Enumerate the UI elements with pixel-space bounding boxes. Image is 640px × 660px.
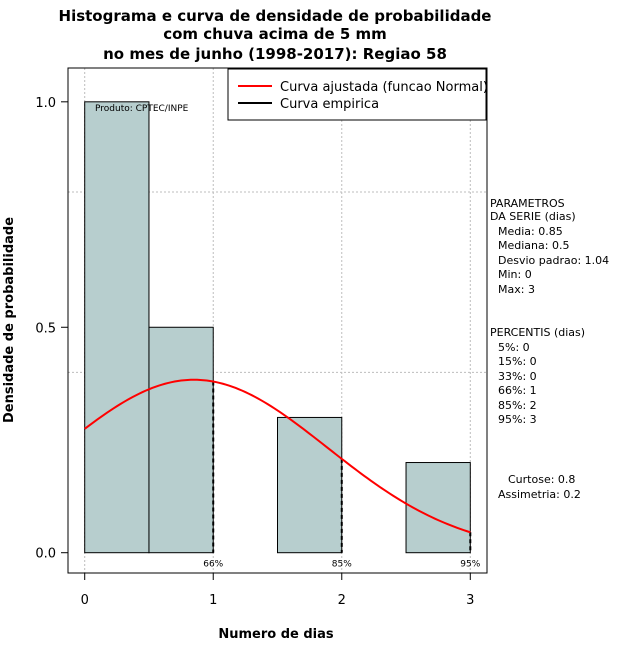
x-tick-label-1: 1 (209, 593, 217, 608)
y-tick-label-1: 0.5 (35, 321, 56, 336)
param-max: Max: 3 (498, 283, 535, 296)
legend-label-fitted: Curva ajustada (funcao Normal) (280, 80, 488, 95)
chart-title-line-1: Histograma e curva de densidade de proba… (59, 7, 492, 25)
legend-label-empirical: Curva empirica (280, 97, 379, 112)
percentile-lines (212, 381, 472, 553)
legend-box (227, 68, 487, 121)
param-media: Media: 0.85 (498, 225, 563, 238)
histogram-bar-2 (277, 416, 343, 554)
y-axis-title: Densidade de probabilidade (2, 217, 17, 423)
chart-title-line-2: com chuva acima de 5 mm (163, 25, 387, 43)
param-desvio: Desvio padrao: 1.04 (498, 254, 609, 267)
x-axis-title: Numero de dias (218, 627, 334, 642)
chart-title-line-3: no mes de junho (1998-2017): Regiao 58 (103, 45, 447, 63)
histogram-bar-3 (405, 462, 471, 554)
percentil-66: 66%: 1 (498, 384, 537, 397)
percentil-33: 33%: 0 (498, 370, 537, 383)
histogram-bar-1 (148, 326, 214, 554)
percentile-label-2: 95% (460, 560, 480, 570)
histogram-bar-0 (84, 101, 150, 554)
percentil-5: 5%: 0 (498, 341, 530, 354)
axis-ticks: 0 1 2 3 0.0 0.5 1.0 (35, 96, 474, 608)
percentil-95: 95%: 3 (498, 413, 537, 426)
stats-panel: PARAMETROS DA SERIE (dias) Media: 0.85 M… (490, 197, 609, 501)
histogram-bars (84, 101, 471, 554)
normal-curve (84, 378, 471, 534)
param-mediana: Mediana: 0.5 (498, 239, 569, 252)
percentile-label-0: 66% (203, 560, 223, 570)
params-title-1: PARAMETROS (490, 197, 565, 210)
y-tick-label-2: 1.0 (35, 96, 56, 111)
plot-frame (67, 67, 488, 574)
percentil-85: 85%: 2 (498, 399, 537, 412)
x-tick-label-3: 3 (466, 593, 474, 608)
percentis-title: PERCENTIS (dias) (490, 326, 585, 339)
x-tick-label-0: 0 (81, 593, 89, 608)
credit-text: Produto: CPTEC/INPE (95, 104, 189, 114)
legend: Curva ajustada (funcao Normal) Curva emp… (227, 68, 488, 121)
x-tick-label-2: 2 (338, 593, 346, 608)
y-tick-label-0: 0.0 (35, 547, 56, 562)
curtose: Curtose: 0.8 (508, 473, 575, 486)
percentil-15: 15%: 0 (498, 355, 537, 368)
percentile-label-1: 85% (332, 560, 352, 570)
params-title-2: DA SERIE (dias) (490, 210, 576, 223)
param-min: Min: 0 (498, 268, 532, 281)
assimetria: Assimetria: 0.2 (498, 488, 581, 501)
percentile-labels: 66% 85% 95% (203, 560, 481, 570)
